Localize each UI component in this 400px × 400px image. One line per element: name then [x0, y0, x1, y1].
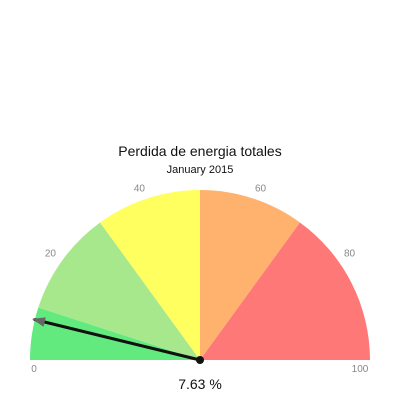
- gauge-band-0: [30, 307, 200, 360]
- chart-title: Perdida de energia totales: [118, 143, 281, 159]
- gauge-needle: [33, 318, 202, 362]
- tick-label-4: 80: [344, 248, 356, 259]
- tick-label-2: 40: [134, 184, 146, 195]
- gauge-bands: [30, 190, 370, 360]
- gauge-band-4: [200, 222, 370, 360]
- tick-label-0: 0: [31, 364, 37, 375]
- gauge-band-2: [100, 190, 200, 360]
- gauge-value-label: 7.63 %: [178, 376, 222, 392]
- tick-label-3: 60: [255, 184, 267, 195]
- tick-label-5: 100: [352, 364, 369, 375]
- chart-subtitle: January 2015: [167, 164, 234, 176]
- gauge-pivot: [196, 356, 204, 364]
- gauge-tick-labels: 0 20 40 60 80 100: [31, 184, 369, 375]
- gauge-band-1: [38, 222, 201, 360]
- gauge-band-3: [200, 190, 300, 360]
- gauge-needle-tip: [31, 317, 46, 327]
- tick-label-1: 20: [45, 248, 57, 259]
